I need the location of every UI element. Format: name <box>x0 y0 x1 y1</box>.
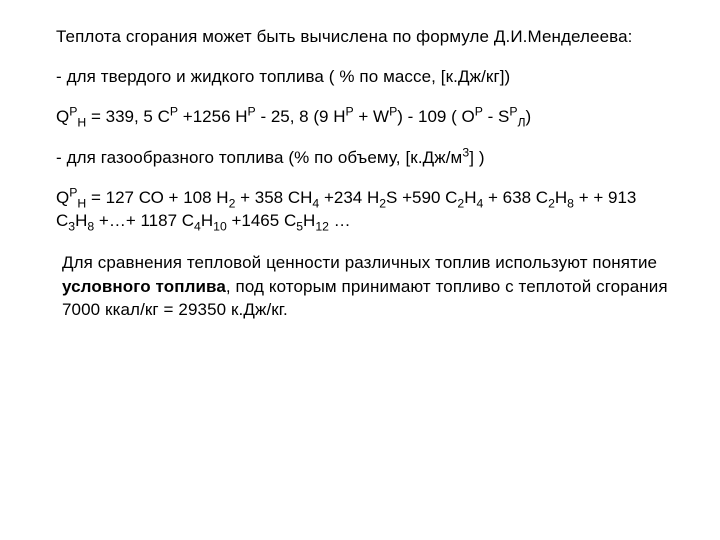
document-page: Теплота сгорания может быть вычислена по… <box>0 0 720 321</box>
formula-gas: QРН = 127 СО + 108 Н2 + 358 СН4 +234 Н2S… <box>56 187 674 233</box>
conclusion: Для сравнения тепловой ценности различны… <box>62 251 674 321</box>
solid-liquid-caption: - для твердого и жидкого топлива ( % по … <box>56 66 674 88</box>
gas-caption: - для газообразного топлива (% по объему… <box>56 147 674 169</box>
formula-solid-liquid: QРН = 339, 5 СР +1256 НР - 25, 8 (9 НР +… <box>56 106 674 129</box>
title-line: Теплота сгорания может быть вычислена по… <box>56 26 674 48</box>
